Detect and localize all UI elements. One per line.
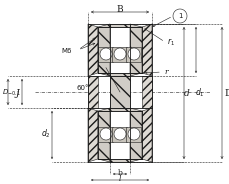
Polygon shape: [109, 73, 129, 76]
Text: $D_{-0.1}$: $D_{-0.1}$: [2, 88, 21, 98]
Circle shape: [100, 48, 112, 60]
Text: l: l: [118, 175, 121, 183]
Polygon shape: [98, 108, 109, 162]
Circle shape: [114, 128, 125, 140]
Text: 1: 1: [177, 13, 181, 19]
Polygon shape: [109, 159, 129, 162]
Text: $d_1$: $d_1$: [194, 87, 204, 99]
Text: b: b: [117, 169, 122, 177]
Bar: [98, 127, 113, 141]
Bar: [112, 127, 127, 141]
Polygon shape: [98, 24, 109, 76]
Polygon shape: [109, 108, 129, 111]
Text: J: J: [15, 89, 19, 98]
Polygon shape: [109, 76, 129, 108]
Polygon shape: [109, 24, 129, 27]
Bar: [126, 127, 141, 141]
Text: 60°: 60°: [76, 85, 89, 91]
Polygon shape: [88, 108, 98, 162]
Text: M6: M6: [61, 48, 72, 54]
Circle shape: [128, 128, 139, 140]
Circle shape: [128, 48, 139, 60]
Bar: [126, 47, 141, 61]
Circle shape: [100, 128, 112, 140]
Polygon shape: [129, 24, 141, 76]
Text: d: d: [183, 89, 189, 98]
Text: r: r: [163, 68, 167, 76]
Polygon shape: [129, 108, 141, 162]
Circle shape: [114, 48, 125, 60]
Bar: [98, 47, 113, 61]
Text: $d_2$: $d_2$: [41, 128, 51, 140]
Polygon shape: [141, 24, 151, 76]
Text: B: B: [116, 4, 123, 13]
Text: $r_1$: $r_1$: [166, 36, 174, 48]
Polygon shape: [141, 108, 151, 162]
Text: D: D: [224, 89, 229, 98]
Polygon shape: [88, 76, 98, 108]
Bar: [112, 47, 127, 61]
Polygon shape: [141, 76, 151, 108]
Polygon shape: [88, 24, 98, 76]
